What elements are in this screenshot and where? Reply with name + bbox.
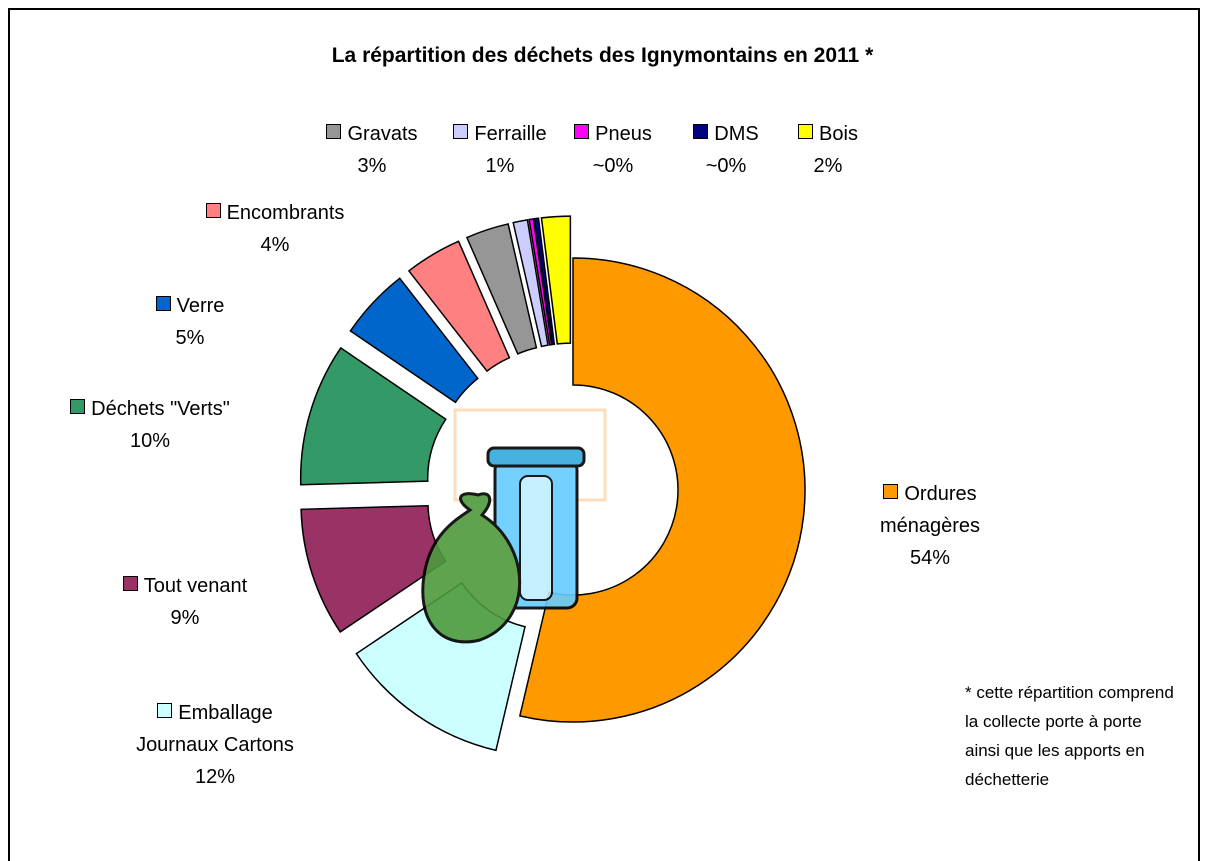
donut-slice (512, 218, 549, 348)
legend-entry: DMS (671, 118, 781, 150)
data-label: Gravats 3% (297, 118, 447, 182)
legend-entry: Encombrants (175, 197, 375, 229)
annotation: * cette répartition comprend la collecte… (965, 683, 1174, 789)
data-label: Tout venant 9% (85, 570, 285, 634)
data-label: Encombrants 4% (175, 197, 375, 261)
legend-entry: Pneus (553, 118, 673, 150)
legend-swatch (693, 124, 709, 139)
legend-label: Pneus (595, 123, 652, 145)
legend-entry: Bois (778, 118, 878, 150)
legend-label: Verre (176, 295, 225, 317)
legend-label: Tout venant (143, 575, 248, 597)
legend-label: Ordures ménagères (879, 483, 981, 537)
legend-label: Ferraille (474, 123, 547, 145)
value-label: ~0% (592, 155, 634, 177)
garbage-bag (421, 492, 522, 644)
legend-swatch (326, 124, 342, 139)
donut-slice (528, 218, 553, 346)
legend-swatch (157, 703, 173, 718)
legend-swatch (453, 124, 469, 139)
legend-label: Gravats (347, 123, 418, 145)
donut-slice (407, 240, 511, 373)
legend-entry: Verre (130, 290, 250, 322)
legend-swatch (155, 296, 171, 311)
donut-slice (540, 215, 572, 345)
value-label: 5% (175, 327, 205, 349)
legend-label: Encombrants (226, 202, 345, 224)
chart-title: La répartition des déchets des Ignymonta… (331, 44, 874, 67)
value-label: 1% (485, 155, 515, 177)
legend-entry: Emballage Journaux Cartons (125, 697, 305, 761)
legend-swatch (574, 124, 590, 139)
data-label: Bois 2% (778, 118, 878, 182)
clip-art (421, 408, 607, 644)
value-label: 2% (813, 155, 843, 177)
value-label: 4% (260, 234, 290, 256)
value-label: 10% (129, 430, 171, 452)
data-label: Pneus ~0% (553, 118, 673, 182)
legend-entry: Gravats (297, 118, 447, 150)
value-label: 3% (357, 155, 387, 177)
data-label: Déchets "Verts" 10% (20, 393, 280, 457)
legend-entry: Tout venant (85, 570, 285, 602)
data-label: Emballage Journaux Cartons 12% (125, 697, 305, 793)
value-label: 12% (194, 766, 236, 788)
legend-swatch (883, 484, 899, 499)
legend-swatch (798, 124, 814, 139)
legend-swatch (70, 399, 86, 414)
legend-swatch (122, 576, 138, 591)
legend-label: DMS (714, 123, 759, 145)
value-label: ~0% (705, 155, 747, 177)
legend-entry: Déchets "Verts" (20, 393, 280, 425)
legend-entry: Ferraille (430, 118, 570, 150)
donut-slice (300, 346, 447, 486)
legend-label: Bois (819, 123, 858, 145)
trash-lid (486, 446, 586, 468)
legend-swatch (205, 203, 221, 218)
data-label: Verre 5% (130, 290, 250, 354)
value-label: 54% (909, 547, 951, 569)
legend-label: Emballage Journaux Cartons (136, 702, 294, 756)
legend-label: Déchets "Verts" (91, 398, 230, 420)
donut-slice (518, 257, 806, 723)
value-label: 9% (170, 607, 200, 629)
chart-frame (8, 8, 1200, 861)
donut-slice (533, 217, 556, 346)
data-label: DMS ~0% (671, 118, 781, 182)
donut-slice (349, 277, 479, 404)
trash-can-detail (519, 475, 553, 601)
data-label: Ordures ménagères 54% (835, 478, 1025, 574)
data-label: Ferraille 1% (430, 118, 570, 182)
donut-slice (465, 223, 538, 355)
legend-entry: Ordures ménagères (835, 478, 1025, 542)
